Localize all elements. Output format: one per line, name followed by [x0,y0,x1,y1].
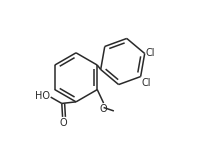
Text: Cl: Cl [145,48,155,58]
Text: O: O [59,118,67,128]
Text: O: O [100,104,107,114]
Text: HO: HO [35,91,50,101]
Text: Cl: Cl [141,78,151,88]
